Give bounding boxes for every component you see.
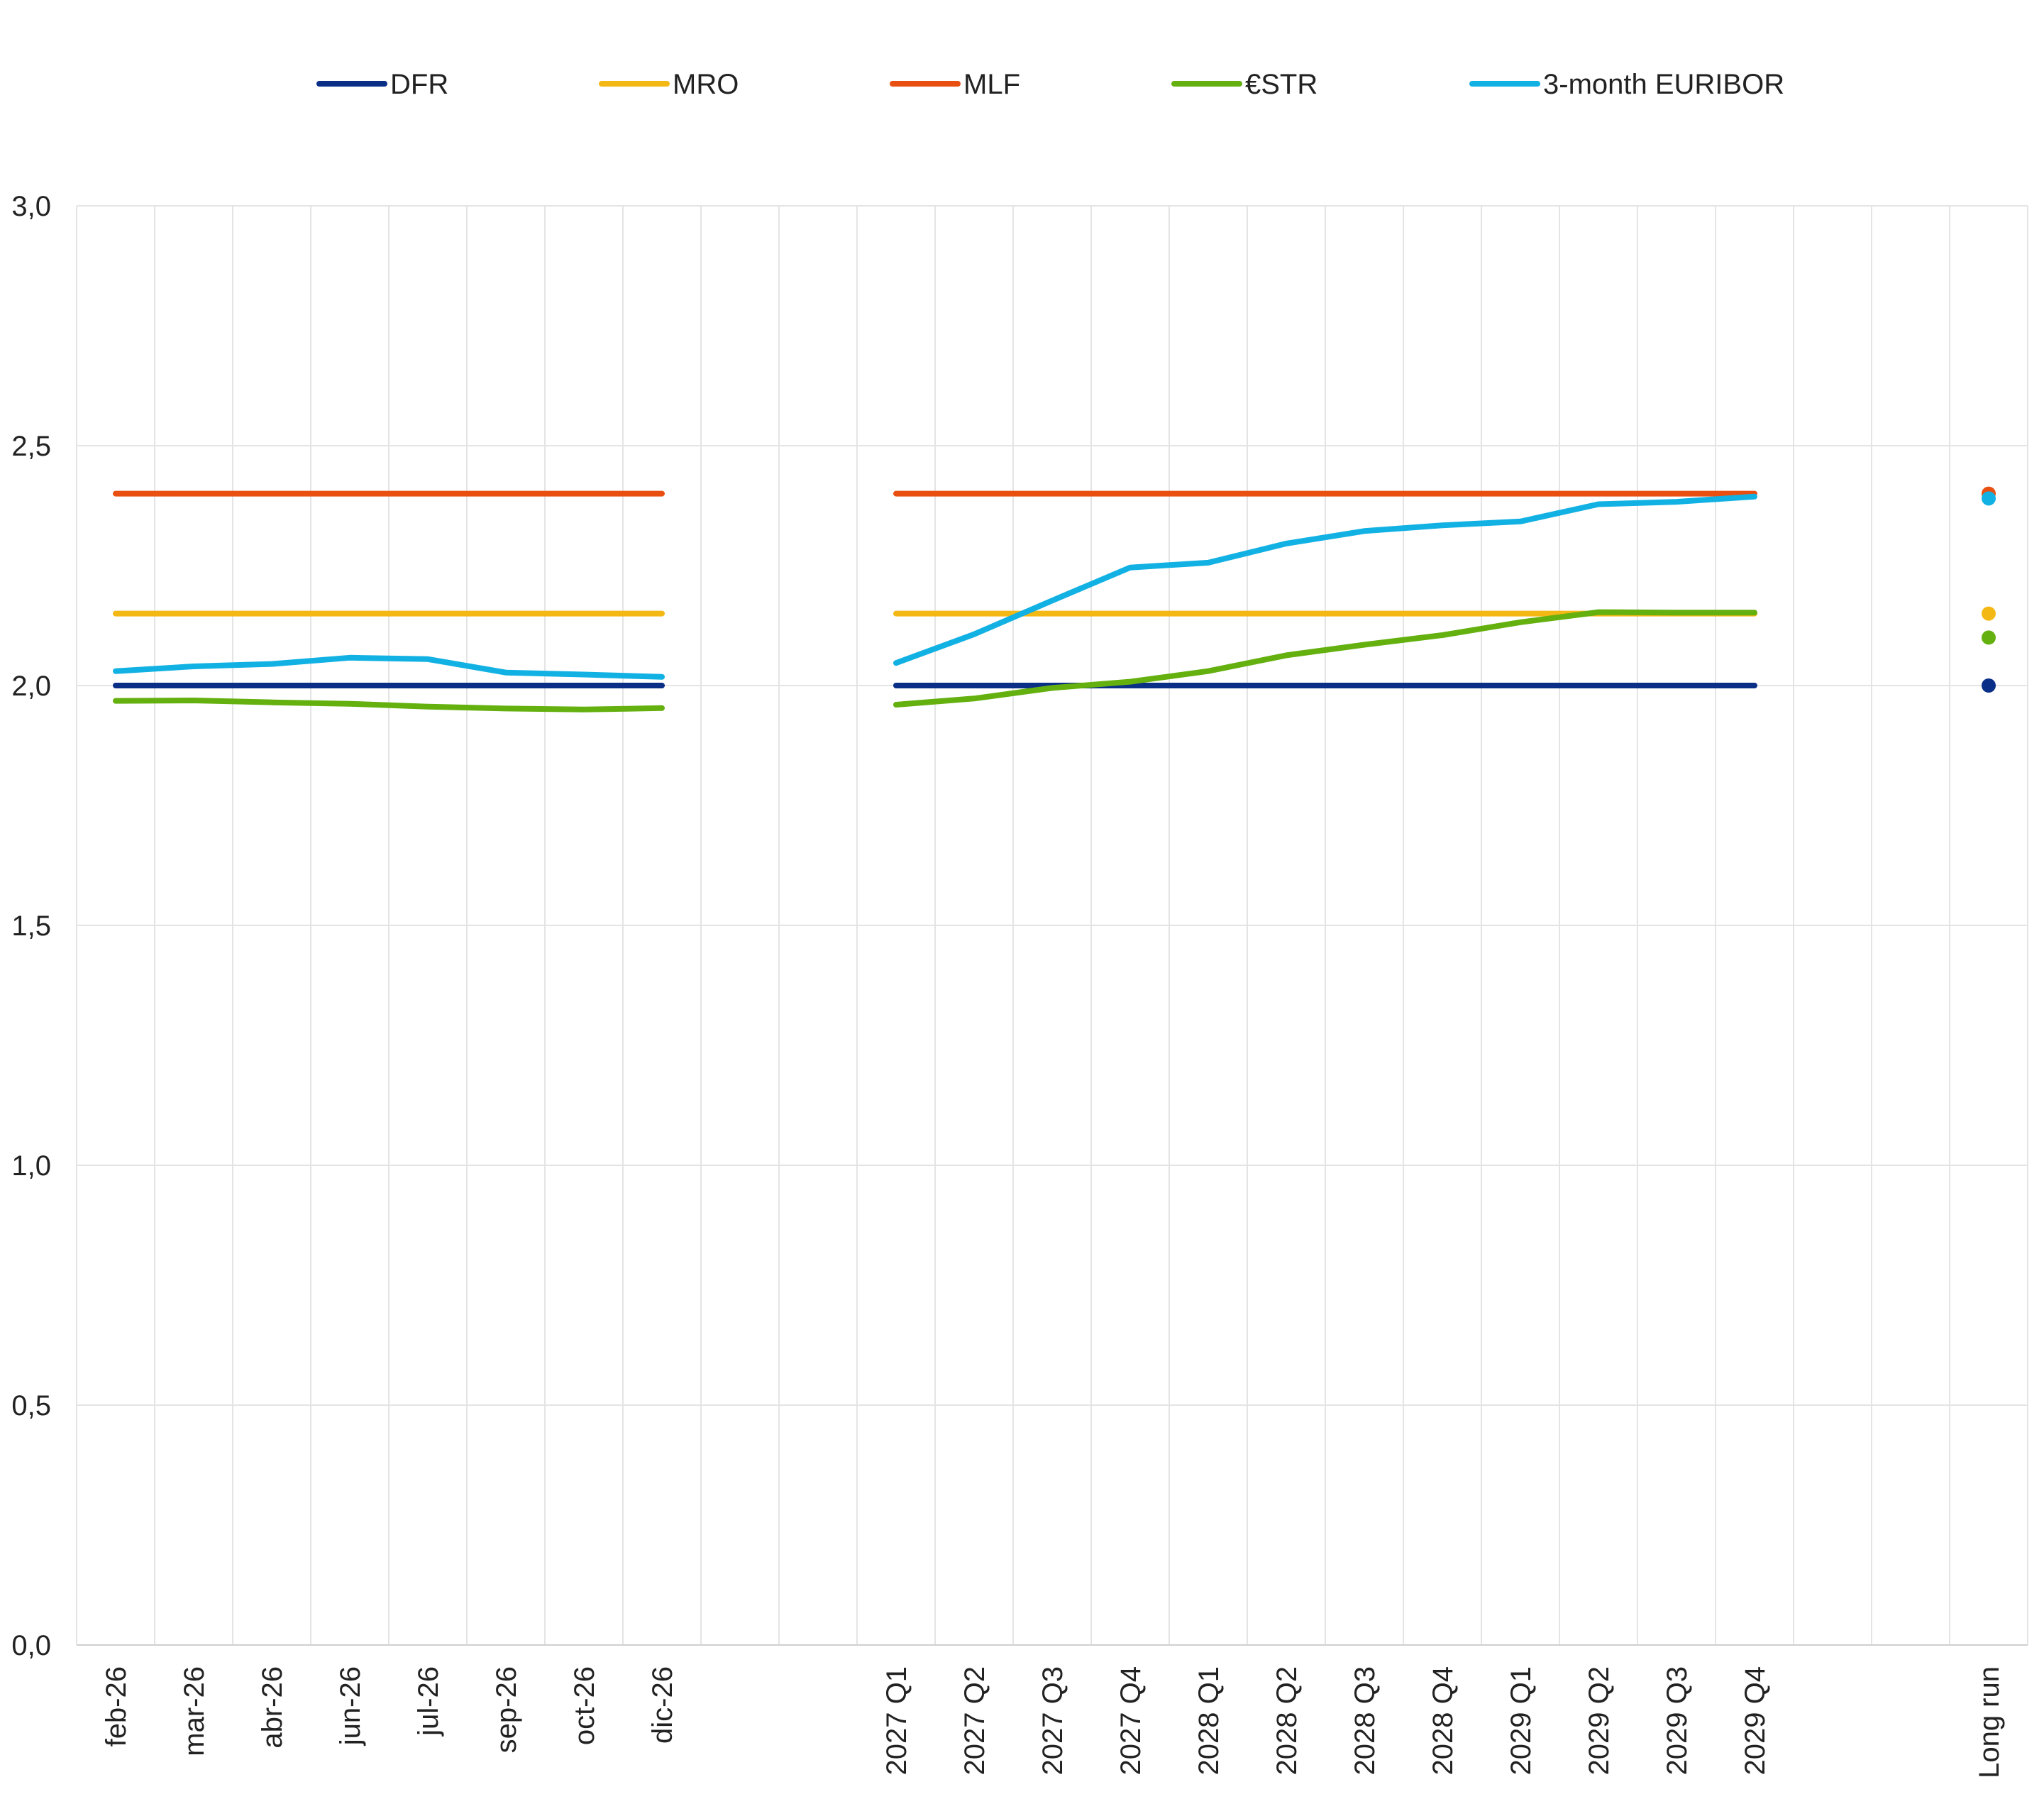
x-tick-label: mar-26 <box>179 1666 210 1756</box>
long-run-point-dfr <box>1982 678 1996 693</box>
x-tick-label: 2027 Q3 <box>1037 1666 1068 1775</box>
x-tick-label: feb-26 <box>101 1666 132 1746</box>
x-tick-label: 2027 Q1 <box>881 1666 912 1775</box>
legend-label: MRO <box>673 69 739 100</box>
x-tick-label: 2028 Q3 <box>1349 1666 1381 1775</box>
x-tick-label: 2029 Q3 <box>1662 1666 1693 1775</box>
x-tick-label: 2027 Q2 <box>959 1666 990 1775</box>
series-lines <box>113 490 1757 713</box>
x-tick-label: sep-26 <box>491 1666 522 1753</box>
y-axis-tick-labels: 0,0 0,5 1,0 1,5 2,0 2,5 3,0 <box>11 191 51 1661</box>
legend-label: DFR <box>390 69 448 100</box>
y-tick-label: 2,5 <box>11 431 51 462</box>
long-run-point-3-month-euribor <box>1982 491 1996 506</box>
legend-label: €STR <box>1245 69 1317 100</box>
legend: DFR MRO MLF €STR 3-month EURIBOR <box>316 69 1784 100</box>
x-tick-label: 2029 Q4 <box>1740 1666 1771 1775</box>
y-tick-label: 2,0 <box>11 671 51 702</box>
x-tick-label: 2028 Q2 <box>1271 1666 1303 1775</box>
x-tick-label: 2029 Q2 <box>1584 1666 1615 1775</box>
x-tick-label: oct-26 <box>569 1666 600 1745</box>
legend-item-3-month-euribor: 3-month EURIBOR <box>1469 69 1784 100</box>
x-tick-label: 2028 Q4 <box>1427 1666 1459 1775</box>
x-tick-label: 2027 Q4 <box>1115 1666 1147 1775</box>
long-run-points <box>1982 486 1996 693</box>
x-tick-label: jul-26 <box>413 1666 444 1737</box>
y-tick-label: 0,0 <box>11 1630 51 1661</box>
x-tick-label: jun-26 <box>335 1666 366 1746</box>
x-tick-label: Long run <box>1974 1666 2005 1778</box>
long-run-point-mro <box>1982 606 1996 621</box>
x-tick-label: 2029 Q1 <box>1506 1666 1537 1775</box>
y-tick-label: 3,0 <box>11 191 51 222</box>
series-line-3-month-euribor-monthly <box>113 654 665 680</box>
legend-item-dfr: DFR <box>316 69 448 100</box>
legend-item-estr: €STR <box>1171 69 1317 100</box>
legend-item-mlf: MLF <box>890 69 1020 100</box>
series-line-estr-monthly <box>113 698 665 713</box>
legend-label: 3-month EURIBOR <box>1543 69 1784 100</box>
legend-item-mro: MRO <box>599 69 739 100</box>
x-axis-tick-labels: feb-26 mar-26 abr-26 jun-26 jul-26 sep-26 oct-… <box>101 1666 2005 1778</box>
y-tick-label: 0,5 <box>11 1390 51 1421</box>
x-tick-label: dic-26 <box>647 1666 678 1744</box>
series-line-estr-quarterly <box>893 609 1757 708</box>
long-run-point-estr <box>1982 630 1996 645</box>
x-tick-label: abr-26 <box>257 1666 288 1749</box>
series-line-3-month-euribor-quarterly <box>893 493 1757 666</box>
x-tick-label: 2028 Q1 <box>1193 1666 1225 1775</box>
y-tick-label: 1,0 <box>11 1150 51 1182</box>
legend-label: MLF <box>963 69 1020 100</box>
y-tick-label: 1,5 <box>11 910 51 942</box>
